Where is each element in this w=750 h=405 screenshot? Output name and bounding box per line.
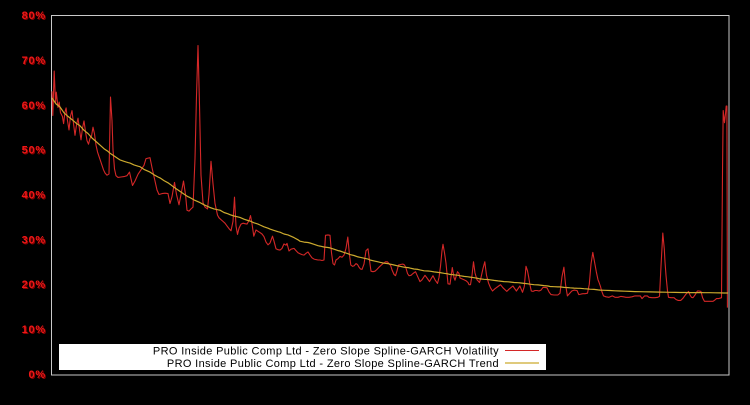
svg-text:50%: 50% [23,146,47,158]
svg-text:60%: 60% [23,101,47,113]
svg-text:70%: 70% [23,56,47,68]
svg-text:40%: 40% [23,191,47,203]
svg-text:PRO Inside Public Comp Ltd - Z: PRO Inside Public Comp Ltd - Zero Slope … [153,346,499,358]
svg-text:20%: 20% [22,279,46,291]
svg-text:70%: 70% [22,55,46,67]
svg-text:80%: 80% [22,10,46,22]
svg-text:30%: 30% [22,234,46,246]
svg-text:80%: 80% [23,11,47,23]
svg-text:40%: 40% [22,190,46,202]
svg-text:10%: 10% [22,324,46,336]
svg-text:10%: 10% [23,325,47,337]
svg-text:20%: 20% [23,280,47,292]
svg-text:60%: 60% [22,100,46,112]
svg-text:PRO Inside Public Comp Ltd - Z: PRO Inside Public Comp Ltd - Zero Slope … [167,358,499,370]
svg-text:50%: 50% [22,145,46,157]
svg-text:30%: 30% [23,235,47,247]
svg-text:0%: 0% [29,369,47,381]
svg-text:0%: 0% [30,370,48,382]
